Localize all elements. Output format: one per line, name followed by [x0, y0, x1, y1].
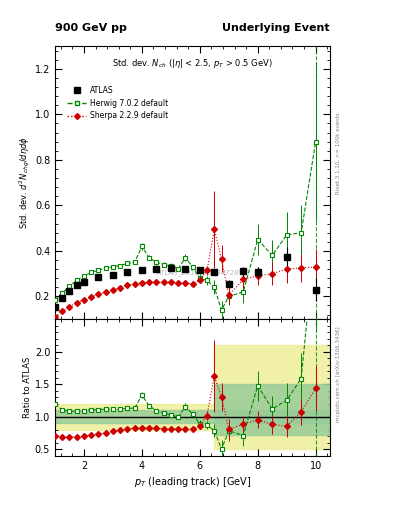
- Bar: [214, 384, 330, 435]
- Legend: ATLAS, Herwig 7.0.2 default, Sherpa 2.2.9 default: ATLAS, Herwig 7.0.2 default, Sherpa 2.2.…: [64, 82, 172, 123]
- Bar: [55, 410, 330, 423]
- Text: Underlying Event: Underlying Event: [222, 23, 330, 33]
- Text: ATLAS_2010_S8894728: ATLAS_2010_S8894728: [157, 269, 239, 276]
- Text: Rivet 3.1.10, >= 100k events: Rivet 3.1.10, >= 100k events: [336, 113, 341, 195]
- Bar: [214, 345, 330, 449]
- X-axis label: $p_T$ (leading track) [GeV]: $p_T$ (leading track) [GeV]: [134, 475, 251, 489]
- Text: 900 GeV pp: 900 GeV pp: [55, 23, 127, 33]
- Y-axis label: Std. dev. $d^2N_{chg}/d\eta d\phi$: Std. dev. $d^2N_{chg}/d\eta d\phi$: [18, 136, 32, 229]
- Bar: [55, 403, 330, 430]
- Y-axis label: Ratio to ATLAS: Ratio to ATLAS: [23, 357, 32, 418]
- Text: mcplots.cern.ch [arXiv:1306.3436]: mcplots.cern.ch [arXiv:1306.3436]: [336, 326, 341, 421]
- Text: Std. dev. $N_{ch}$ ($|\eta|$ < 2.5, $p_{T}$ > 0.5 GeV): Std. dev. $N_{ch}$ ($|\eta|$ < 2.5, $p_{…: [112, 57, 273, 70]
